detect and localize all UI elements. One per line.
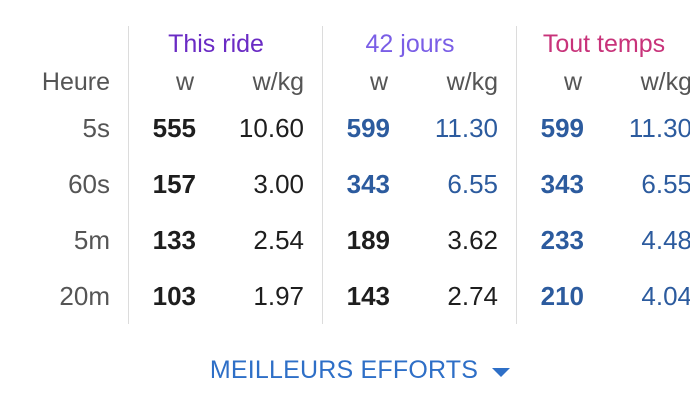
row-label-duration: 20m <box>59 280 110 311</box>
column-divider <box>322 26 323 324</box>
all-time-watts: 233 <box>540 224 584 255</box>
all-time-wkg: 11.30 <box>628 112 690 143</box>
row-label-duration: 5m <box>73 224 110 255</box>
column-header-42-wkg: w/kg <box>446 67 498 96</box>
column-header-42-w: w <box>369 67 388 96</box>
all-time-wkg: 6.55 <box>641 168 690 199</box>
column-header-duration: Heure <box>41 67 110 96</box>
42-days-watts: 143 <box>346 280 390 311</box>
group-header-all-time: Tout temps <box>542 29 666 58</box>
group-header-42-days: 42 jours <box>365 29 455 58</box>
group-header-this-ride: This ride <box>168 29 264 58</box>
all-time-wkg: 4.04 <box>641 280 690 311</box>
row-label-duration: 60s <box>68 168 110 199</box>
column-header-all-w: w <box>563 67 582 96</box>
42-days-wkg: 6.55 <box>447 168 498 199</box>
42-days-watts: 189 <box>346 224 390 255</box>
column-divider <box>128 26 129 324</box>
best-efforts-table: This ride 42 jours Tout temps Heure w w/… <box>0 26 690 324</box>
all-time-watts: 599 <box>540 112 584 143</box>
best-efforts-dropdown-button[interactable]: MEILLEURS EFFORTS <box>209 356 511 385</box>
ride-watts: 157 <box>152 168 196 199</box>
column-header-all-wkg: w/kg <box>640 67 690 96</box>
column-divider <box>516 26 517 324</box>
42-days-watts: 599 <box>346 112 390 143</box>
ride-wkg: 1.97 <box>253 280 304 311</box>
all-time-watts: 210 <box>540 280 584 311</box>
42-days-wkg: 3.62 <box>447 224 498 255</box>
all-time-watts: 343 <box>540 168 584 199</box>
column-header-ride-w: w <box>175 67 194 96</box>
footer: MEILLEURS EFFORTS <box>0 356 690 385</box>
ride-wkg: 10.60 <box>238 112 304 143</box>
42-days-watts: 343 <box>346 168 390 199</box>
row-label-duration: 5s <box>82 112 110 143</box>
ride-wkg: 2.54 <box>253 224 304 255</box>
best-efforts-label: MEILLEURS EFFORTS <box>209 356 479 384</box>
ride-watts: 133 <box>152 224 196 255</box>
column-header-ride-wkg: w/kg <box>252 67 304 96</box>
caret-down-icon <box>492 367 511 377</box>
ride-watts: 103 <box>152 280 196 311</box>
42-days-wkg: 2.74 <box>447 280 498 311</box>
ride-wkg: 3.00 <box>253 168 304 199</box>
42-days-wkg: 11.30 <box>434 112 498 143</box>
all-time-wkg: 4.48 <box>641 224 690 255</box>
ride-watts: 555 <box>152 112 196 143</box>
